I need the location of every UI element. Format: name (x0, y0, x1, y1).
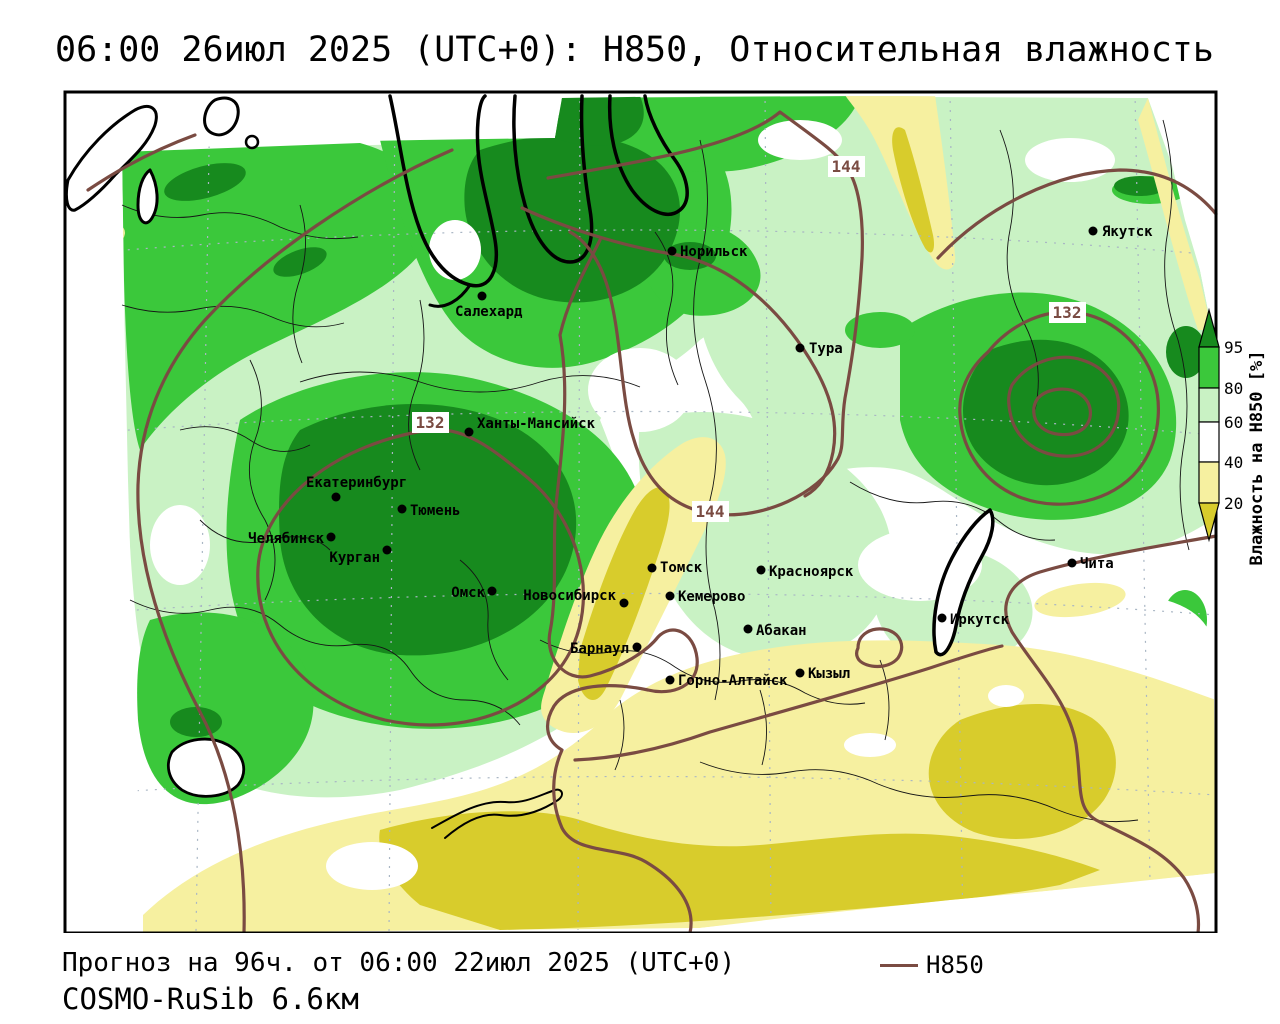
city-irkutsk: Иркутск (937, 612, 1010, 628)
city-markers: Якутск Норильск Салехард Тура Ханты-Манс… (248, 224, 1153, 689)
svg-text:Абакан: Абакан (756, 623, 807, 639)
svg-text:Красноярск: Красноярск (769, 564, 854, 580)
h850-contours (86, 110, 1218, 935)
colorbar-tick-80: 80 (1224, 379, 1243, 398)
contour-labels: 144 144 132 132 (412, 156, 1086, 522)
humidity-colorbar: 95 80 60 40 20 Влажность на H850 [%] (1198, 307, 1267, 566)
gulf-taz (512, 94, 594, 264)
svg-text:Тура: Тура (809, 341, 843, 357)
coastlines (64, 94, 995, 839)
svg-text:Норильск: Норильск (680, 244, 748, 260)
city-tyumen: Тюмень (397, 503, 461, 519)
map-canvas: 144 144 132 132 Якутск Норильск Салехард… (63, 90, 1267, 935)
lake-baikal (932, 508, 995, 657)
svg-text:144: 144 (696, 502, 725, 521)
graticule (122, 96, 1216, 933)
svg-text:Барнаул: Барнаул (570, 641, 629, 657)
svg-text:Кемерово: Кемерово (678, 589, 745, 605)
svg-text:Екатеринбург: Екатеринбург (306, 475, 407, 491)
colorbar-tick-20: 20 (1224, 494, 1243, 513)
city-tomsk: Томск (647, 560, 703, 576)
h850-legend-line (880, 963, 918, 967)
svg-text:Чита: Чита (1080, 556, 1114, 572)
svg-text:Новосибирск: Новосибирск (523, 588, 616, 604)
contour-label-144-top: 144 (828, 156, 865, 177)
city-chita: Чита (1067, 556, 1114, 572)
city-norilsk: Норильск (667, 244, 748, 260)
svg-text:Ханты-Мансийск: Ханты-Мансийск (477, 416, 596, 432)
svg-text:Челябинск: Челябинск (248, 531, 324, 547)
city-kemerovo: Кемерово (665, 589, 745, 605)
svg-text:Иркутск: Иркутск (950, 612, 1010, 628)
island-novaya-zemlya (64, 105, 158, 212)
map-title: 06:00 26июл 2025 (UTC+0): H850, Относите… (55, 30, 1214, 70)
city-khanty-mansiysk: Ханты-Мансийск (464, 416, 596, 437)
svg-text:Горно-Алтайск: Горно-Алтайск (678, 673, 788, 689)
svg-text:Тюмень: Тюмень (410, 503, 461, 519)
colorbar-title: Влажность на H850 [%] (1247, 351, 1267, 566)
colorbar-tick-95: 95 (1224, 338, 1243, 357)
city-chelyabinsk: Челябинск (248, 531, 336, 547)
svg-text:Якутск: Якутск (1102, 224, 1153, 240)
contour-label-144-center: 144 (692, 501, 729, 522)
city-kurgan: Курган (329, 545, 392, 566)
city-novosibirsk: Новосибирск (523, 588, 629, 608)
city-abakan: Абакан (743, 623, 807, 639)
h850-legend-label: H850 (926, 951, 984, 979)
contour-label-132-east: 132 (1049, 302, 1086, 323)
svg-text:Томск: Томск (660, 560, 703, 576)
colorbar-tick-40: 40 (1224, 453, 1243, 472)
svg-text:Кызыл: Кызыл (808, 666, 850, 682)
city-yekaterinburg: Екатеринбург (306, 475, 407, 502)
contour-label-132-west: 132 (412, 412, 449, 433)
city-kyzyl: Кызыл (795, 666, 850, 682)
city-salekhard: Салехард (455, 291, 523, 320)
svg-text:132: 132 (416, 413, 445, 432)
city-yakutsk: Якутск (1088, 224, 1153, 240)
svg-text:Курган: Курган (329, 550, 380, 566)
lake-southwest (166, 737, 246, 798)
gulf-ob (388, 94, 498, 288)
city-barnaul: Барнаул (570, 641, 642, 657)
svg-text:Салехард: Салехард (455, 304, 523, 320)
city-gorno-altaysk: Горно-Алтайск (665, 673, 788, 689)
colorbar-tick-60: 60 (1224, 413, 1243, 432)
svg-text:132: 132 (1053, 303, 1082, 322)
city-omsk: Омск (451, 585, 497, 601)
yenisei-estuary (607, 94, 689, 216)
humidity-fill-layer (122, 96, 1216, 933)
svg-text:Омск: Омск (451, 585, 485, 601)
admin-borders (121, 119, 1190, 823)
city-tura: Тура (795, 341, 843, 357)
h850-legend: H850 (880, 951, 984, 979)
model-caption: COSMO-RuSib 6.6км (62, 982, 359, 1016)
svg-text:144: 144 (832, 157, 861, 176)
forecast-caption: Прогноз на 96ч. от 06:00 22июл 2025 (UTC… (62, 948, 736, 978)
city-krasnoyarsk: Красноярск (756, 564, 854, 580)
